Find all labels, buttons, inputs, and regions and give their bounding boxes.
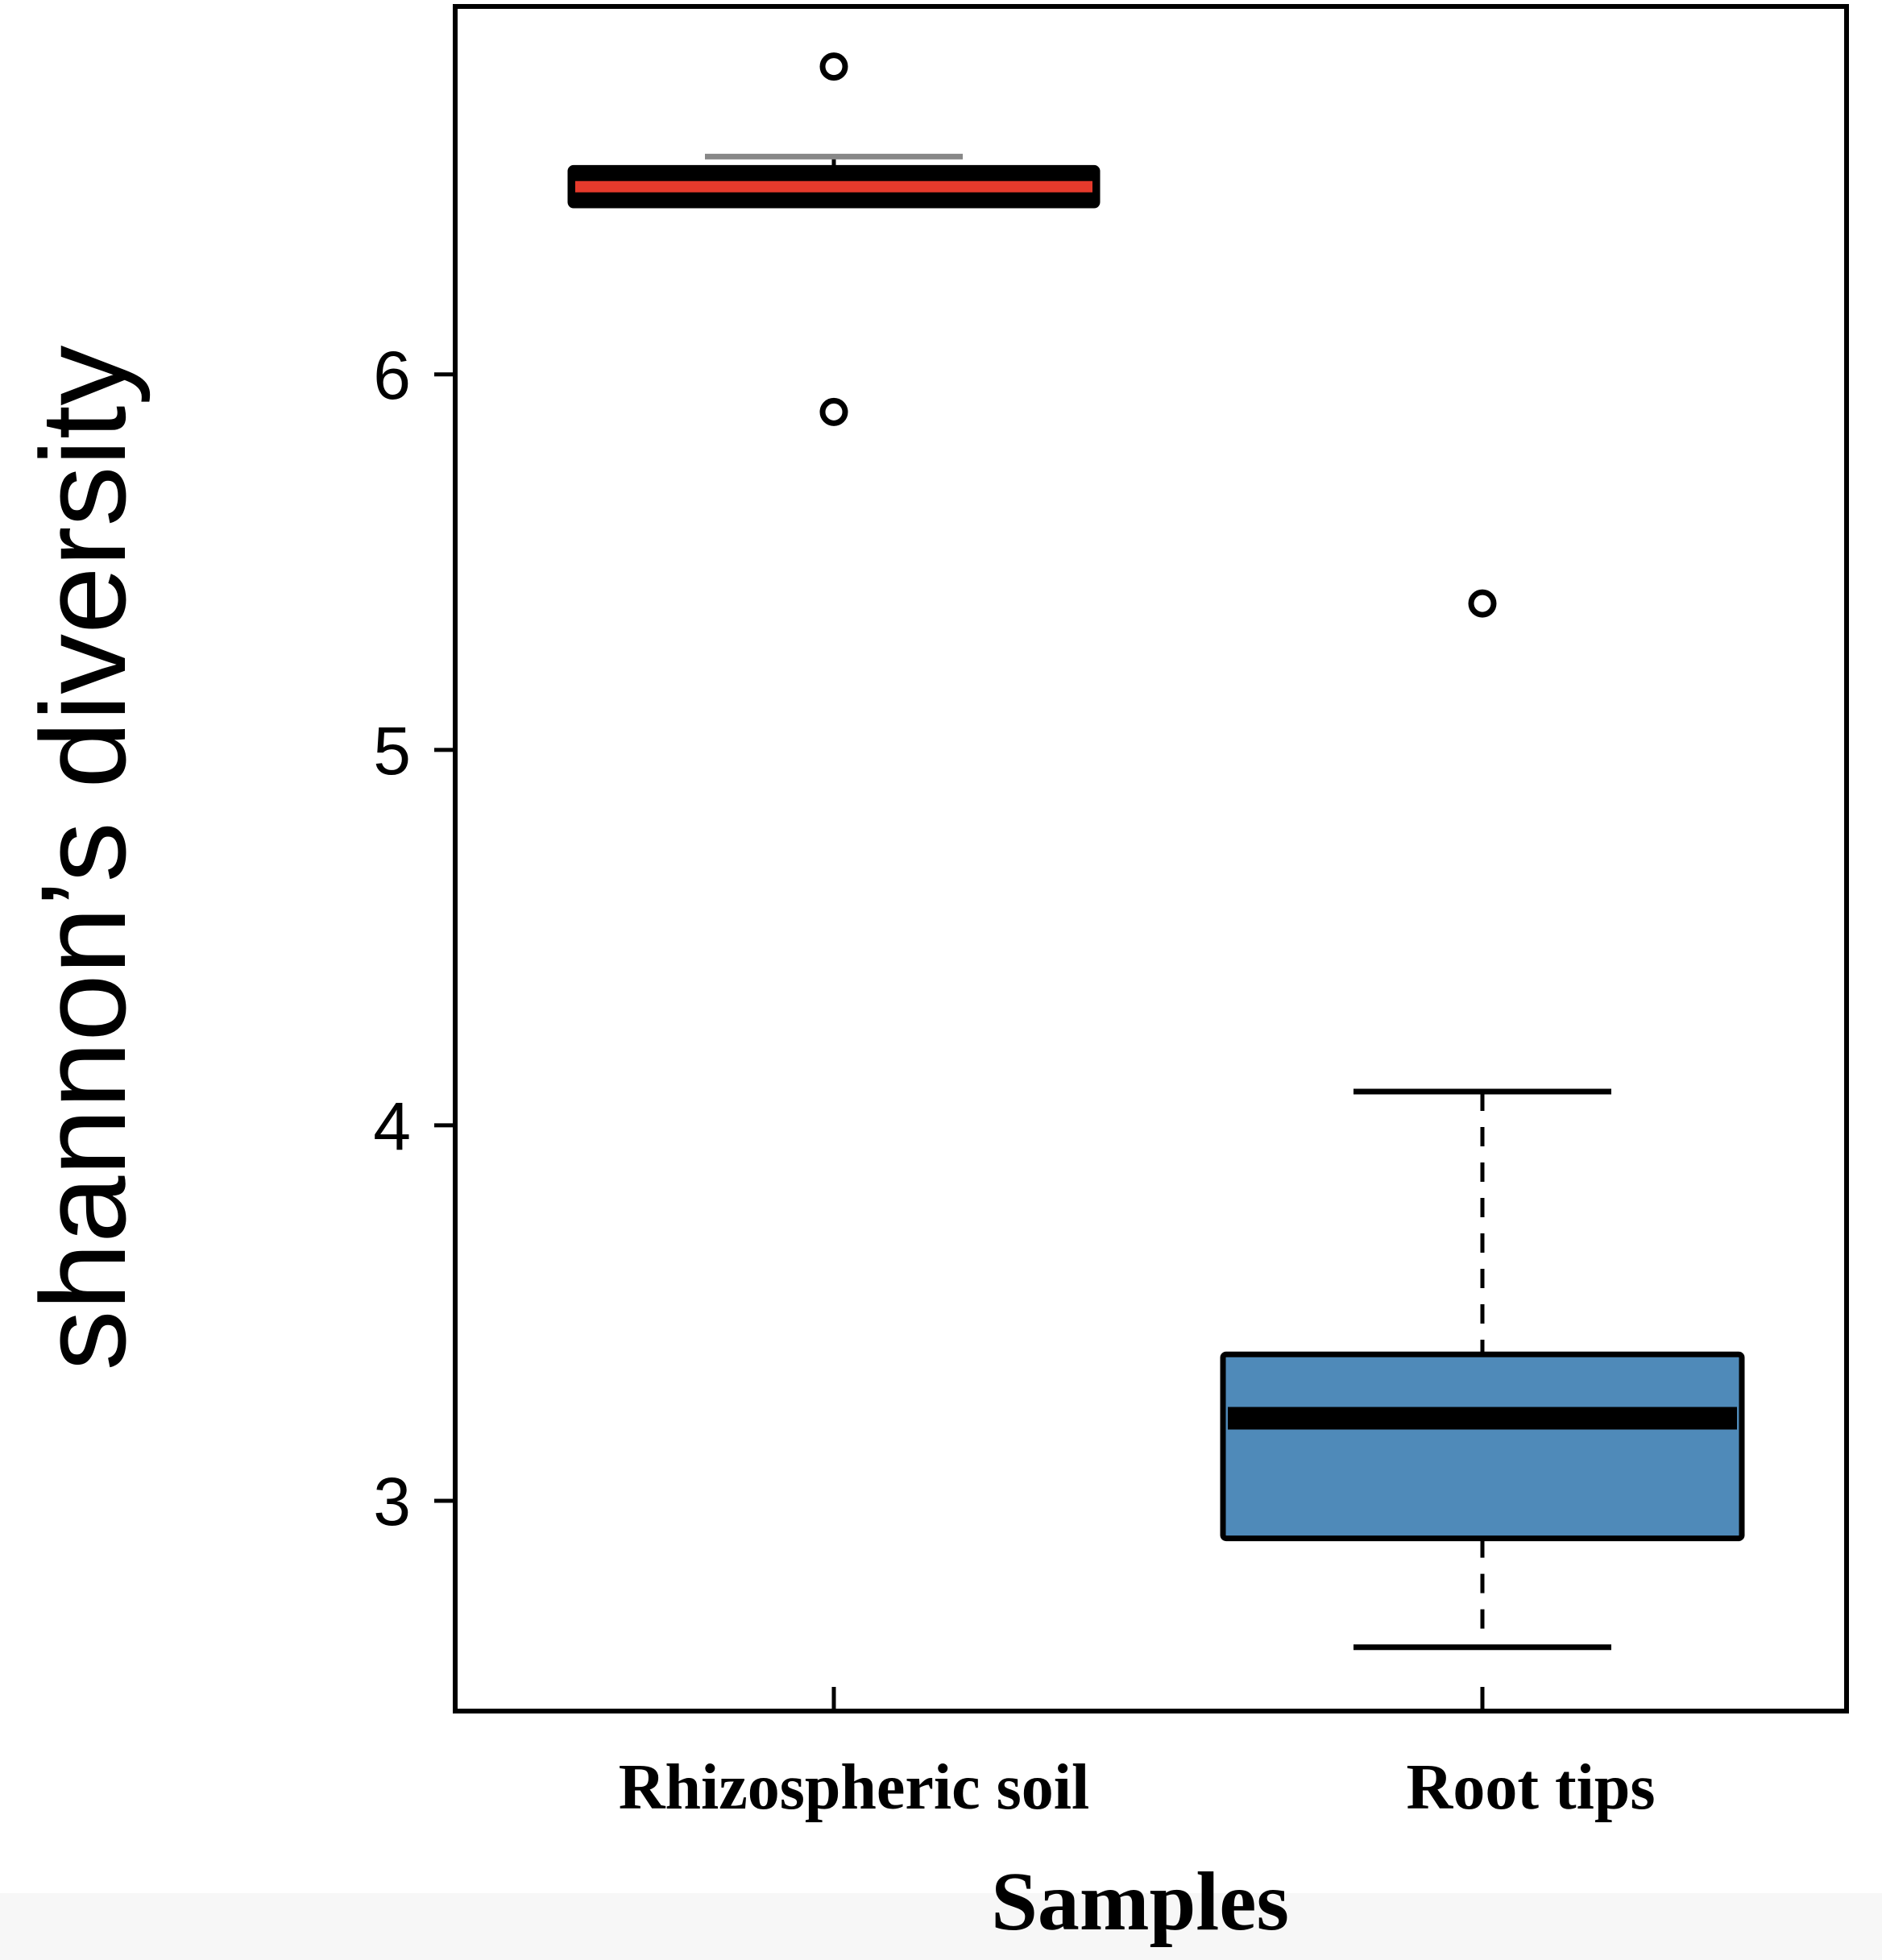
y-tick-label: 5 xyxy=(373,713,411,789)
box-body xyxy=(1220,1351,1745,1542)
outlier-point xyxy=(1468,589,1497,618)
x-axis-label: Samples xyxy=(991,1855,1289,1948)
x-tick-label: Root tips xyxy=(1407,1752,1656,1823)
y-axis-label: shannon’s diversity xyxy=(15,346,151,1371)
boxes xyxy=(567,52,1745,1651)
y-tick-label: 3 xyxy=(373,1464,411,1539)
y-tick-label: 4 xyxy=(373,1088,411,1164)
outlier-point xyxy=(819,397,848,426)
plot-frame xyxy=(453,4,1849,1713)
outlier-point xyxy=(819,52,848,81)
x-tick-label: Rhizospheric soil xyxy=(619,1752,1089,1823)
y-tick-label: 6 xyxy=(373,338,411,413)
x-axis: Rhizospheric soil Root tips xyxy=(619,1687,1656,1823)
bottom-band xyxy=(0,1893,1882,1960)
y-axis: 3 4 5 6 xyxy=(373,338,455,1539)
